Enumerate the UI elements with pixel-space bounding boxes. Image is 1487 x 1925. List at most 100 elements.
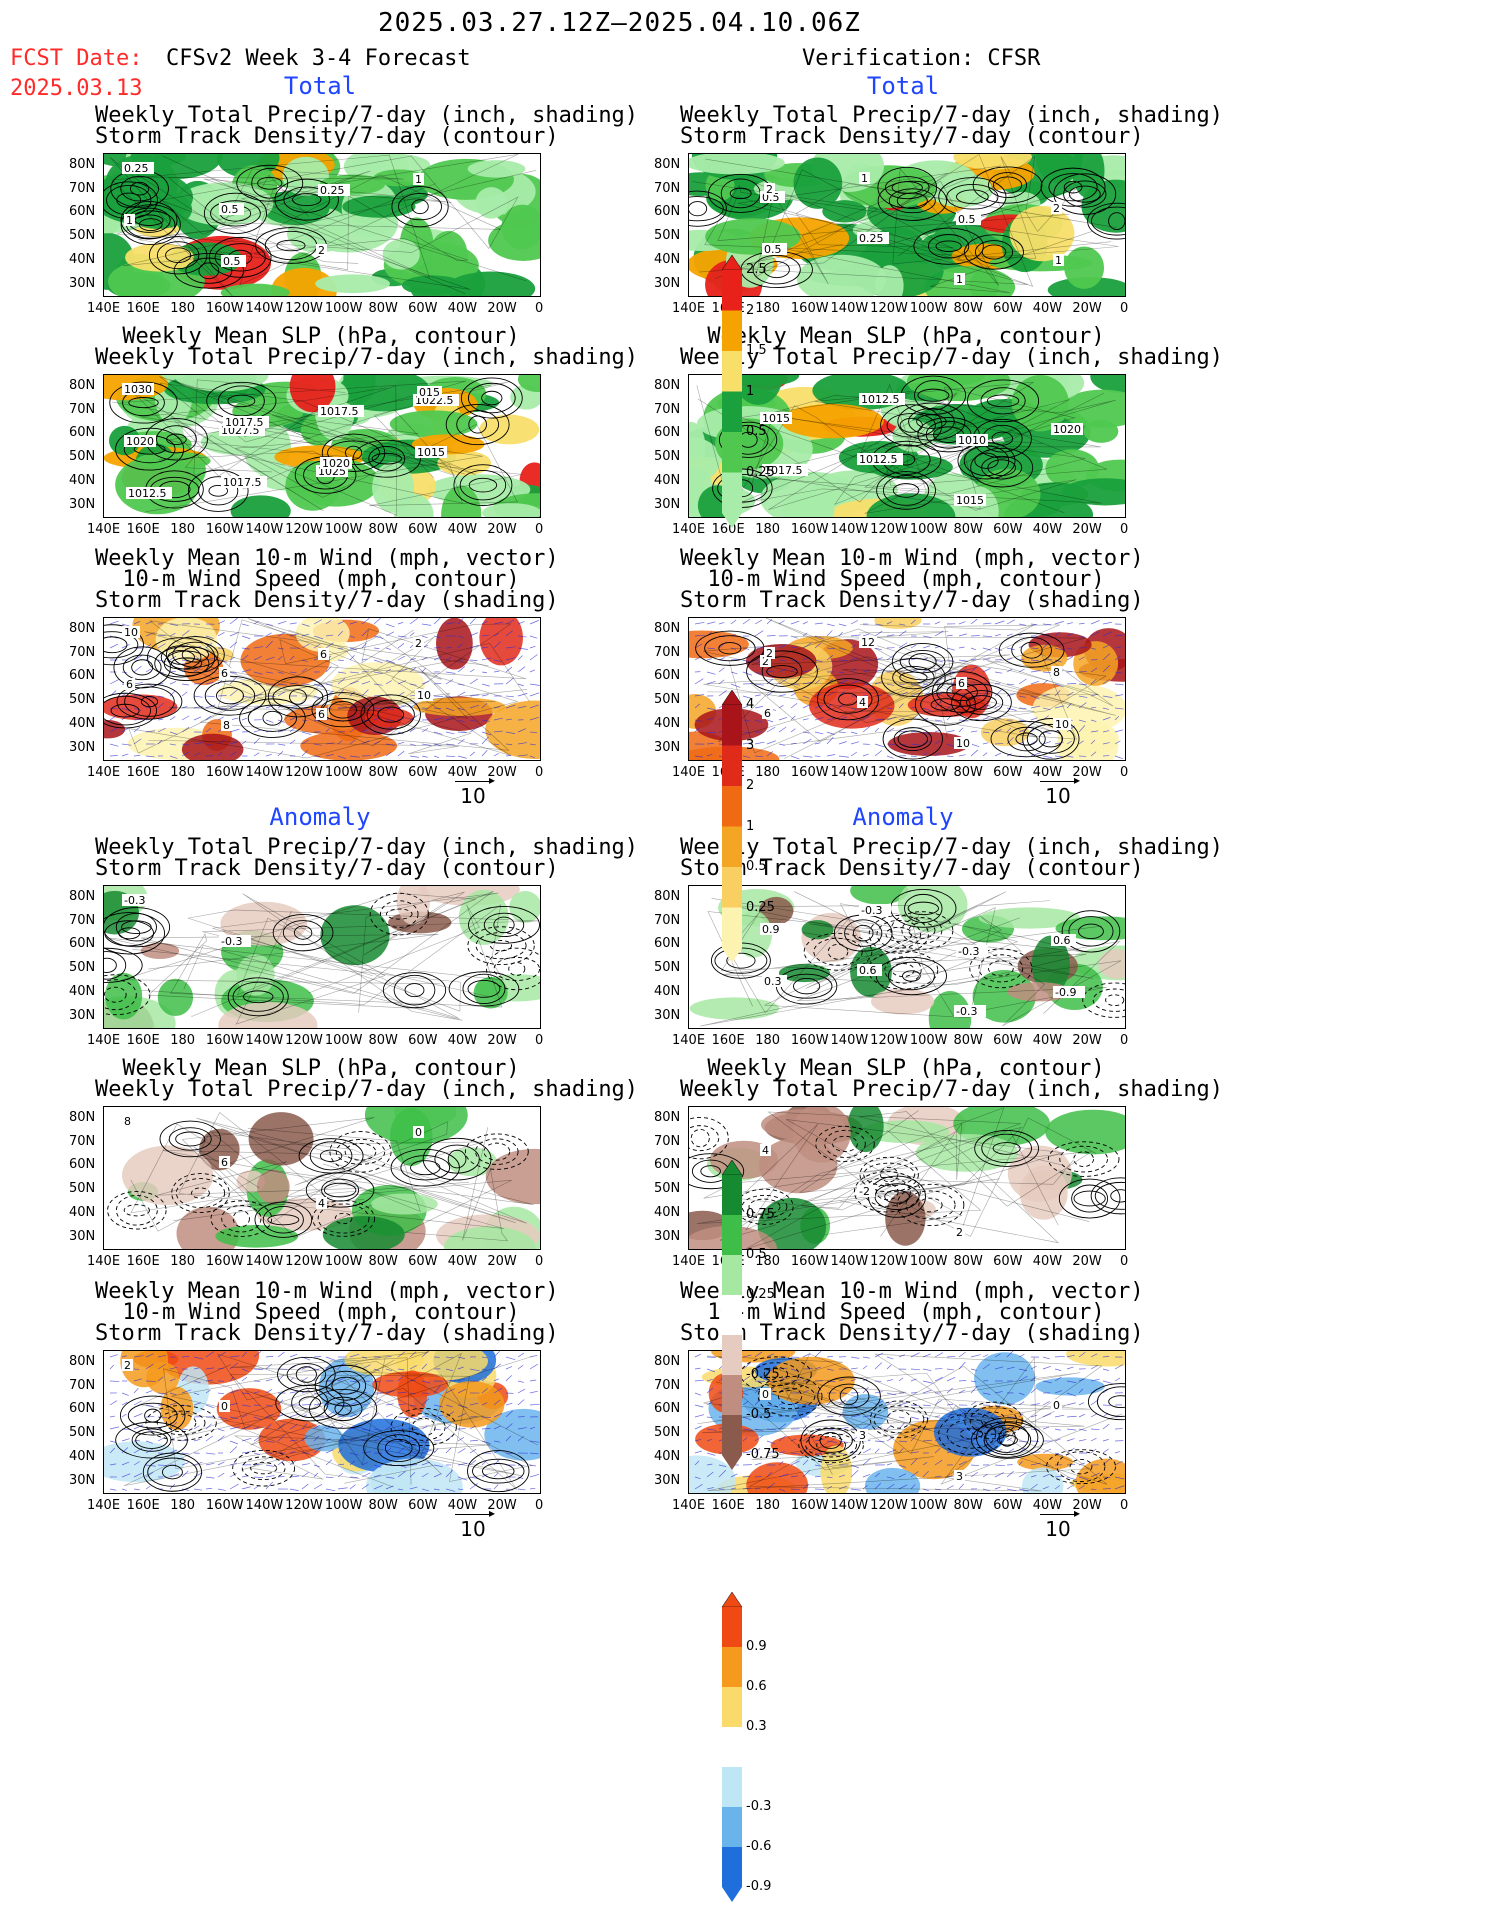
wind-vector: [445, 1388, 455, 1394]
wind-vector: [265, 1414, 274, 1418]
wind-vector: [205, 1379, 213, 1382]
contour-line: [460, 377, 523, 419]
contour-label: 1012.5: [861, 393, 900, 406]
wind-vector: [229, 1362, 239, 1370]
wind-vector: [1114, 656, 1121, 661]
wind-vector: [481, 750, 488, 757]
contour-line: [156, 425, 197, 454]
y-tick-label: 80N: [69, 157, 96, 172]
shading-blob: [475, 187, 508, 219]
wind-vector: [934, 677, 943, 685]
wind-vector: [481, 683, 490, 687]
contour-line: [824, 1129, 866, 1158]
wind-vector: [325, 1411, 335, 1418]
wind-vector: [397, 705, 407, 709]
contour-line: [198, 262, 220, 280]
colorbar-segment: [722, 1255, 742, 1295]
wind-vector: [265, 656, 275, 661]
y-tick-label: 60N: [654, 425, 681, 441]
contour-label: 6: [764, 707, 771, 720]
wind-vector: [922, 635, 932, 638]
contour-line: [1047, 1141, 1120, 1177]
wind-vector: [493, 717, 503, 721]
wind-vector: [754, 683, 764, 686]
wind-vector: [361, 689, 369, 697]
wind-vector: [790, 1488, 800, 1491]
shading-blob: [1081, 179, 1125, 233]
wind-vector: [850, 1464, 860, 1469]
wind-vector: [1066, 1438, 1075, 1442]
contour-line: [914, 380, 953, 411]
wind-vector: [265, 1481, 274, 1490]
wind-vector: [898, 1377, 904, 1382]
wind-vector: [778, 1451, 785, 1454]
wind-vector: [790, 1460, 800, 1466]
x-tick-label: 140E: [87, 522, 121, 537]
coastline: [707, 1353, 1123, 1491]
wind-vector: [301, 668, 308, 673]
wind-vector: [385, 1424, 394, 1430]
wind-vector: [313, 695, 320, 699]
contour-line: [118, 927, 141, 940]
shading-blob: [248, 1112, 314, 1166]
wind-vector: [922, 740, 932, 745]
wind-vector: [337, 755, 346, 760]
contour-line: [1073, 1190, 1106, 1207]
coastline: [109, 154, 430, 296]
wind-vector: [529, 620, 539, 625]
wind-vector: [385, 1476, 395, 1479]
x-tick-label: 140W: [830, 765, 869, 780]
wind-vector: [133, 1472, 143, 1478]
contour-label-bg: [954, 737, 972, 749]
wind-vector: [934, 1415, 940, 1418]
wind-vector: [133, 621, 141, 625]
wind-vector: [1114, 729, 1123, 733]
x-tick-label: 60W: [408, 1033, 438, 1048]
shading-blob: [446, 271, 536, 296]
contour-label: 1017.5: [225, 416, 264, 429]
wind-vector: [1090, 1378, 1100, 1382]
wind-vector: [373, 1464, 382, 1468]
contour-label: 6: [221, 1156, 228, 1169]
coastline: [147, 904, 503, 1010]
wind-vector: [874, 750, 883, 757]
wind-vector: [1114, 1451, 1121, 1454]
colorbar-label: -0.6: [746, 1839, 772, 1854]
contour-line: [185, 257, 233, 284]
contour-line: [214, 243, 266, 272]
contour-line: [832, 1135, 858, 1152]
wind-vector: [157, 727, 166, 733]
left-anomaly-label: Anomaly: [269, 803, 371, 831]
wind-vector: [838, 1399, 847, 1406]
shading-blob: [181, 733, 244, 760]
colorbar-label: 0.6: [746, 1679, 767, 1694]
wind-vector: [1030, 647, 1039, 649]
contour-line: [401, 1413, 446, 1441]
coastline: [717, 169, 1093, 294]
wind-vector: [1090, 1448, 1097, 1454]
wind-vector: [1090, 620, 1100, 625]
coastline: [798, 1107, 1097, 1237]
wind-vector: [910, 1458, 918, 1466]
wind-vector: [1006, 707, 1017, 711]
wind-vector: [1078, 1439, 1087, 1442]
wind-vector: [850, 751, 858, 757]
wind-vector: [778, 1473, 789, 1478]
contour-line: [1058, 1178, 1121, 1219]
x-tick-label: 80W: [953, 1254, 983, 1269]
wind-vector: [493, 1425, 501, 1430]
wind-vector: [457, 1463, 468, 1466]
contour-line: [689, 1153, 745, 1190]
wind-vector: [1018, 658, 1025, 661]
wind-vector: [205, 1389, 211, 1394]
wind-vector: [229, 1416, 239, 1420]
wind-vector: [766, 1451, 773, 1454]
wind-vector: [814, 1464, 821, 1467]
wind-vector: [145, 1485, 151, 1490]
x-tick-label: 40W: [1032, 765, 1063, 780]
wind-vector: [385, 647, 391, 650]
wind-vector: [457, 1404, 468, 1408]
x-tick-label: 120W: [870, 1254, 908, 1269]
